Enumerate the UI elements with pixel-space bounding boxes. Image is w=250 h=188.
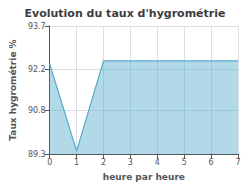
svg-text:heure par heure: heure par heure [103,172,185,182]
svg-text:90.8: 90.8 [28,106,46,115]
svg-text:Evolution du taux d'hygrométri: Evolution du taux d'hygrométrie [25,7,226,20]
svg-text:3: 3 [128,158,133,167]
svg-text:89.3: 89.3 [28,150,46,159]
svg-text:1: 1 [74,158,79,167]
svg-text:6: 6 [209,158,214,167]
svg-text:2: 2 [101,158,106,167]
svg-text:5: 5 [182,158,187,167]
svg-text:0: 0 [47,158,52,167]
svg-text:7: 7 [235,158,240,167]
svg-text:93.7: 93.7 [28,22,46,31]
svg-text:4: 4 [155,158,160,167]
svg-text:92.2: 92.2 [28,65,46,74]
svg-text:Taux hygrométrie %: Taux hygrométrie % [8,39,18,140]
